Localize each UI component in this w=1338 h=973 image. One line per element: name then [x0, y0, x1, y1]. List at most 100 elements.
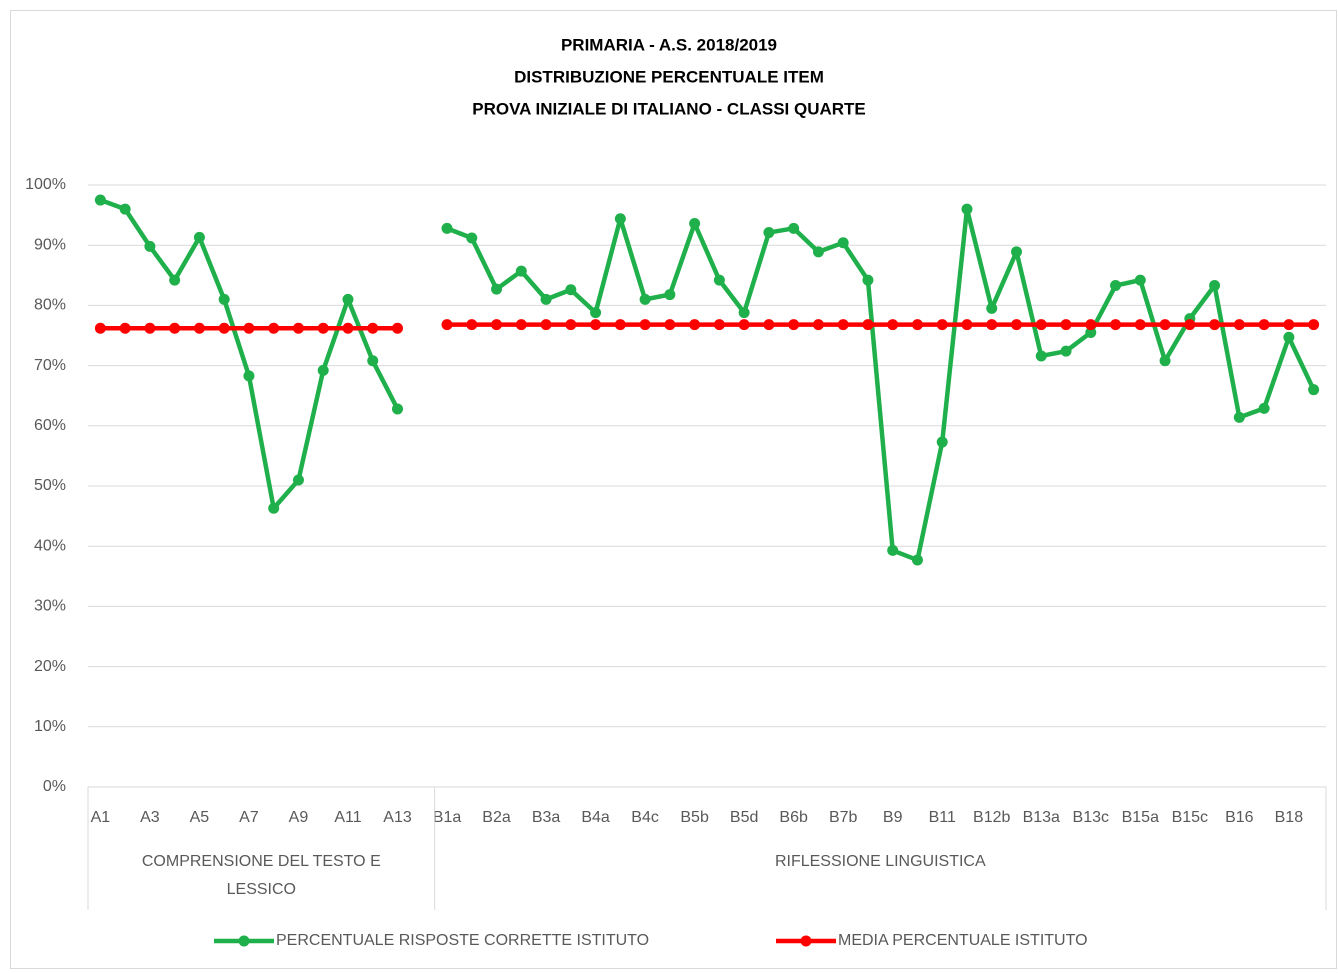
- point-marker: [218, 293, 230, 305]
- point-marker: [193, 322, 205, 334]
- point-marker: [1085, 326, 1097, 338]
- point-marker: [986, 319, 998, 331]
- point-marker: [689, 218, 701, 230]
- point-marker: [911, 554, 923, 566]
- point-marker: [887, 544, 899, 556]
- point-marker: [887, 319, 899, 331]
- point-marker: [1308, 319, 1320, 331]
- point-marker: [788, 222, 800, 234]
- point-marker: [342, 293, 354, 305]
- point-marker: [515, 265, 527, 277]
- point-marker: [1060, 319, 1072, 331]
- x-tick-label: A1: [91, 809, 111, 826]
- x-tick-label: A3: [140, 809, 160, 826]
- point-marker: [812, 246, 824, 258]
- y-tick-label: 100%: [25, 176, 66, 193]
- x-tick-label: B1a: [433, 809, 462, 826]
- x-tick-label: B5d: [730, 809, 758, 826]
- x-tick-label: B11: [929, 809, 956, 826]
- point-marker: [392, 403, 403, 415]
- point-marker: [986, 302, 998, 314]
- point-marker: [367, 355, 379, 367]
- point-marker: [936, 319, 948, 331]
- point-marker: [1110, 319, 1122, 331]
- point-marker: [1233, 411, 1245, 423]
- point-marker: [936, 436, 948, 448]
- x-tick-label: B15c: [1172, 809, 1208, 826]
- point-marker: [590, 307, 602, 319]
- legend-label: MEDIA PERCENTUALE ISTITUTO: [838, 932, 1088, 949]
- point-marker: [243, 370, 255, 382]
- point-marker: [1209, 280, 1221, 292]
- x-tick-label: B9: [883, 809, 903, 826]
- point-marker: [862, 319, 874, 331]
- point-marker: [961, 319, 973, 331]
- point-marker: [837, 319, 849, 331]
- chart-title: PROVA INIZIALE DI ITALIANO - CLASSI QUAR…: [472, 99, 866, 118]
- x-tick-label: B2a: [482, 809, 511, 826]
- point-marker: [1258, 319, 1270, 331]
- point-marker: [268, 322, 280, 334]
- point-marker: [367, 322, 379, 334]
- point-marker: [94, 194, 106, 206]
- y-tick-label: 30%: [34, 598, 66, 615]
- point-marker: [1258, 402, 1270, 414]
- x-tick-label: B4c: [631, 809, 659, 826]
- point-marker: [1085, 319, 1097, 331]
- x-tick-label: A9: [289, 809, 309, 826]
- point-marker: [169, 322, 181, 334]
- point-marker: [342, 322, 354, 334]
- point-marker: [94, 322, 106, 334]
- x-tick-label: A11: [334, 809, 361, 826]
- point-marker: [664, 319, 676, 331]
- y-tick-label: 80%: [34, 297, 66, 314]
- x-tick-label: B12b: [973, 809, 1010, 826]
- y-tick-label: 50%: [34, 477, 66, 494]
- y-tick-label: 10%: [34, 718, 66, 735]
- point-marker: [1159, 355, 1171, 367]
- x-tick-label: B5b: [680, 809, 709, 826]
- point-marker: [763, 319, 775, 331]
- point-marker: [862, 274, 874, 286]
- point-marker: [441, 319, 453, 331]
- x-tick-label: B16: [1225, 809, 1254, 826]
- y-tick-label: 60%: [34, 417, 66, 434]
- point-marker: [1011, 319, 1022, 331]
- point-marker: [193, 231, 205, 243]
- point-marker: [292, 474, 304, 486]
- point-marker: [590, 319, 602, 331]
- point-marker: [1283, 319, 1295, 331]
- point-marker: [491, 319, 503, 331]
- series-line: [99, 197, 1316, 563]
- point-marker: [614, 319, 626, 331]
- point-marker: [1011, 246, 1022, 258]
- point-marker: [713, 319, 725, 331]
- x-tick-label: B15a: [1122, 809, 1159, 826]
- x-tick-label: B6b: [779, 809, 808, 826]
- point-marker: [392, 322, 403, 334]
- point-marker: [292, 322, 304, 334]
- point-marker: [763, 227, 775, 239]
- point-marker: [1159, 319, 1171, 331]
- point-marker: [1308, 384, 1320, 396]
- point-marker: [1134, 274, 1146, 286]
- point-marker: [639, 319, 651, 331]
- legend-marker: [238, 935, 250, 947]
- point-marker: [961, 203, 973, 215]
- point-marker: [1184, 319, 1196, 331]
- point-marker: [218, 322, 230, 334]
- point-marker: [614, 213, 626, 225]
- chart-frame: [10, 10, 1337, 969]
- x-tick-label: B18: [1275, 809, 1304, 826]
- point-marker: [1283, 331, 1295, 343]
- point-marker: [837, 237, 849, 249]
- point-marker: [441, 222, 453, 234]
- point-marker: [515, 319, 527, 331]
- point-marker: [738, 307, 750, 319]
- point-marker: [119, 322, 131, 334]
- x-tick-label: A5: [190, 809, 210, 826]
- point-marker: [1035, 319, 1047, 331]
- y-tick-label: 20%: [34, 658, 66, 675]
- point-marker: [689, 319, 701, 331]
